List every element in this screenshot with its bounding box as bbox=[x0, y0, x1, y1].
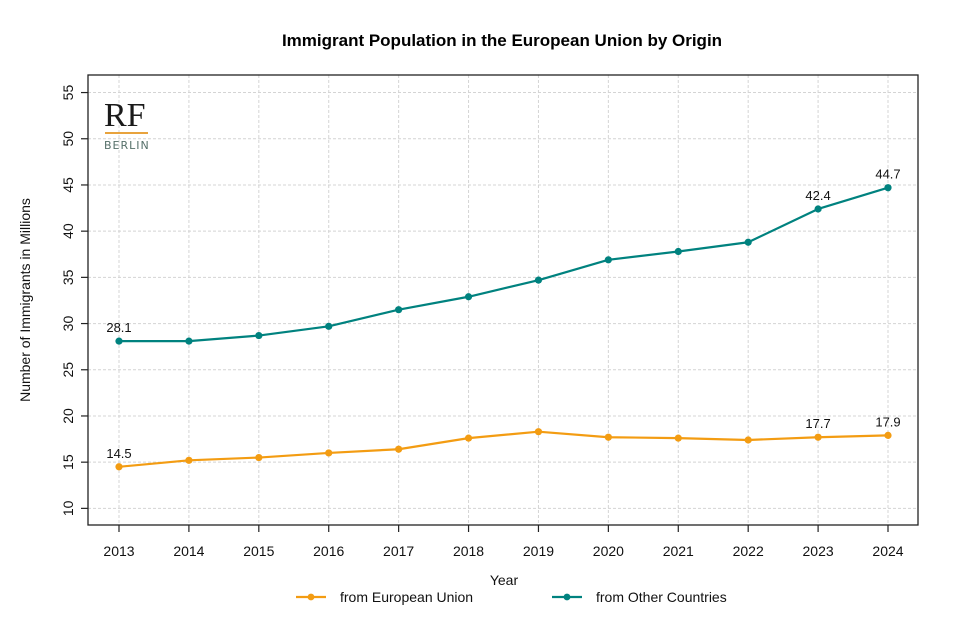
data-point-other bbox=[255, 331, 263, 340]
y-tick-label: 10 bbox=[60, 500, 76, 516]
chart-title: Immigrant Population in the European Uni… bbox=[282, 31, 722, 50]
legend: from European Union from Other Countries bbox=[296, 589, 727, 605]
data-point-other bbox=[674, 247, 682, 256]
x-tick-label: 2014 bbox=[173, 543, 204, 559]
data-point-eu bbox=[464, 434, 473, 442]
series-layer bbox=[115, 184, 892, 471]
data-point-other bbox=[115, 337, 123, 345]
logo-berlin-text: BERLIN bbox=[104, 139, 150, 152]
legend-marker-other bbox=[563, 593, 571, 601]
data-label-eu: 14.5 bbox=[106, 446, 131, 461]
legend-label-other: from Other Countries bbox=[596, 589, 727, 605]
data-label-other: 42.4 bbox=[805, 188, 830, 203]
data-point-other bbox=[814, 205, 822, 213]
y-tick-label: 15 bbox=[60, 454, 76, 470]
y-axis: 10 15 20 25 30 35 40 45 50 55 bbox=[60, 85, 88, 516]
data-label-eu: 17.7 bbox=[805, 416, 830, 431]
x-tick-label: 2013 bbox=[103, 543, 134, 559]
x-tick-label: 2019 bbox=[523, 543, 554, 559]
y-tick-label: 45 bbox=[60, 177, 76, 193]
data-point-other bbox=[464, 293, 473, 301]
x-tick-label: 2022 bbox=[733, 543, 764, 559]
y-tick-label: 40 bbox=[60, 223, 76, 239]
data-point-eu bbox=[604, 433, 612, 441]
y-tick-label: 20 bbox=[60, 408, 76, 424]
data-point-eu bbox=[884, 431, 892, 439]
x-tick-label: 2024 bbox=[872, 543, 903, 559]
x-axis: 2013 2014 2015 2016 2017 2018 2019 2020 2021 2022… bbox=[103, 525, 904, 559]
data-point-eu bbox=[814, 433, 822, 441]
data-label-eu: 17.9 bbox=[875, 414, 900, 429]
series-other bbox=[115, 184, 892, 345]
data-point-other bbox=[604, 256, 612, 264]
data-point-eu bbox=[325, 449, 333, 457]
y-tick-label: 25 bbox=[60, 362, 76, 378]
data-point-other bbox=[744, 238, 752, 246]
data-point-eu bbox=[395, 445, 403, 453]
data-point-other bbox=[395, 306, 403, 314]
y-tick-label: 50 bbox=[60, 131, 76, 147]
data-point-other bbox=[185, 337, 193, 345]
data-point-eu bbox=[534, 428, 543, 436]
data-label-other: 44.7 bbox=[875, 167, 900, 182]
data-labels: 14.5 17.7 17.9 28.1 42.4 44.7 bbox=[106, 167, 900, 461]
data-point-eu bbox=[255, 453, 263, 462]
data-point-other bbox=[534, 276, 543, 284]
x-tick-label: 2020 bbox=[593, 543, 624, 559]
x-tick-label: 2023 bbox=[803, 543, 834, 559]
x-tick-label: 2017 bbox=[383, 543, 414, 559]
rf-berlin-logo: RF BERLIN bbox=[104, 97, 150, 152]
data-point-other bbox=[884, 184, 892, 192]
y-tick-label: 30 bbox=[60, 316, 76, 332]
logo-rf-text: RF bbox=[104, 97, 146, 134]
x-axis-title: Year bbox=[490, 572, 519, 588]
legend-item-eu: from European Union bbox=[296, 589, 473, 605]
series-line-eu bbox=[118, 430, 889, 468]
legend-marker-eu bbox=[307, 593, 315, 601]
x-tick-label: 2021 bbox=[663, 543, 694, 559]
series-line-other bbox=[119, 186, 889, 343]
data-point-eu bbox=[674, 434, 682, 442]
data-point-other bbox=[325, 322, 333, 330]
x-tick-label: 2015 bbox=[243, 543, 274, 559]
grid bbox=[88, 75, 918, 525]
data-point-eu bbox=[744, 436, 752, 444]
series-eu bbox=[115, 428, 892, 471]
data-label-other: 28.1 bbox=[106, 320, 131, 335]
legend-item-other: from Other Countries bbox=[552, 589, 727, 605]
legend-label-eu: from European Union bbox=[340, 589, 473, 605]
y-tick-label: 35 bbox=[60, 269, 76, 285]
y-axis-title: Number of Immigrants in Millions bbox=[17, 198, 33, 402]
x-tick-label: 2018 bbox=[453, 543, 484, 559]
x-tick-label: 2016 bbox=[313, 543, 344, 559]
data-point-eu bbox=[185, 456, 193, 464]
plot-frame bbox=[87, 74, 919, 526]
y-tick-label: 55 bbox=[60, 85, 76, 101]
data-point-eu bbox=[115, 463, 123, 471]
